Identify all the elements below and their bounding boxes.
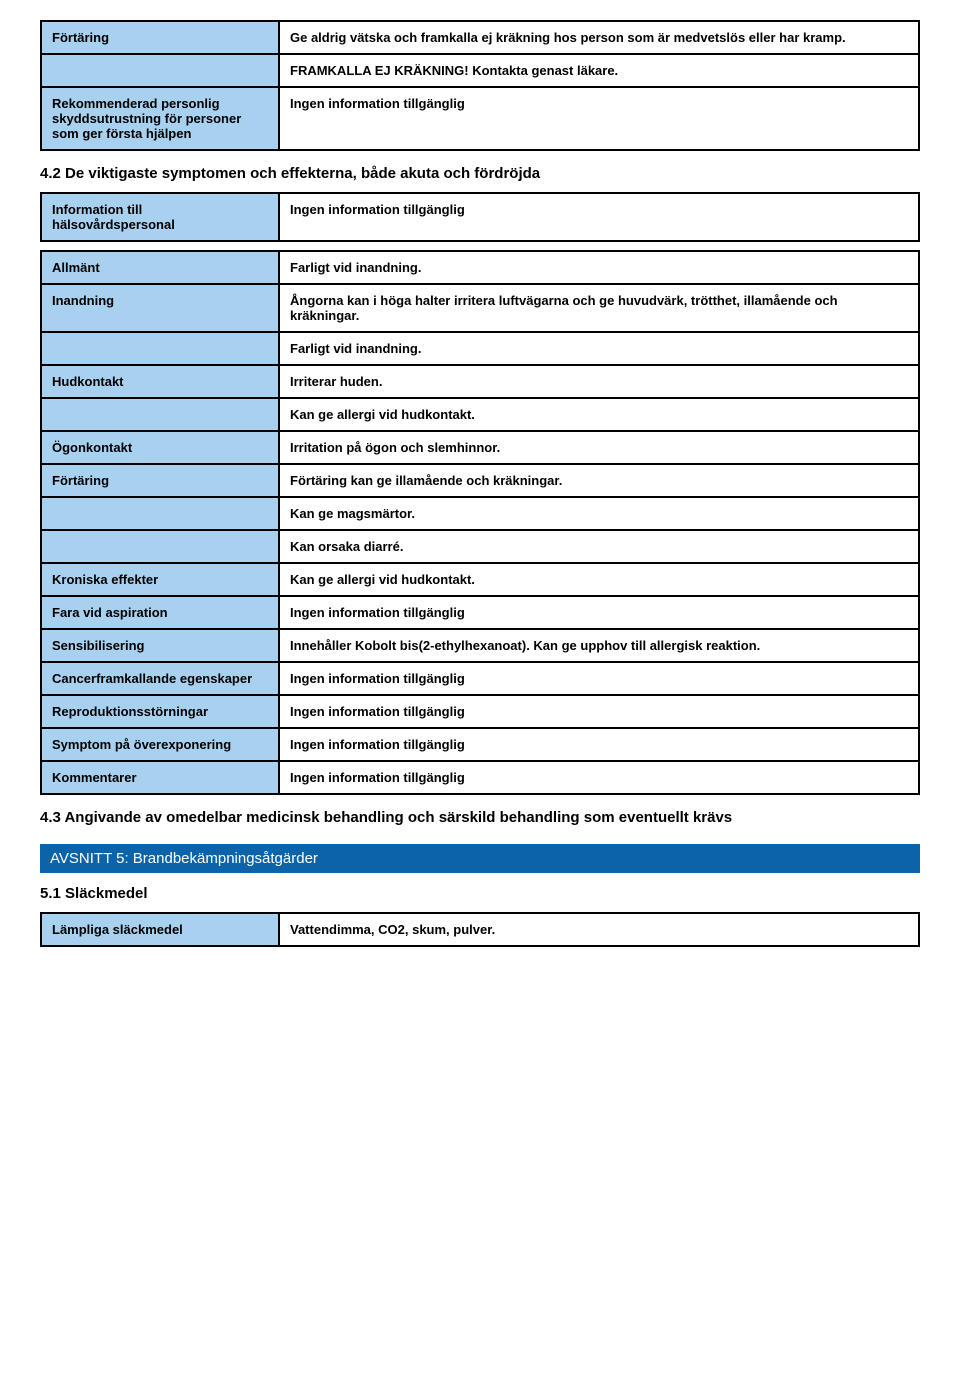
table-row: Kan ge magsmärtor. <box>40 498 920 531</box>
row-value: Förtäring kan ge illamående och kräkning… <box>280 465 920 498</box>
table-row: HudkontaktIrriterar huden. <box>40 366 920 399</box>
table-row: Kan orsaka diarré. <box>40 531 920 564</box>
row-label <box>40 333 280 366</box>
table-row: Rekommenderad personlig skyddsutrustning… <box>40 88 920 151</box>
row-value: Innehåller Kobolt bis(2-ethylhexanoat). … <box>280 630 920 663</box>
table-row: AllmäntFarligt vid inandning. <box>40 250 920 285</box>
table-block-3: AllmäntFarligt vid inandning.InandningÅn… <box>40 250 920 795</box>
table-row: Farligt vid inandning. <box>40 333 920 366</box>
row-label: Information till hälsovårdspersonal <box>40 192 280 242</box>
row-label: Inandning <box>40 285 280 333</box>
table-row: FörtäringFörtäring kan ge illamående och… <box>40 465 920 498</box>
row-label: Symptom på överexponering <box>40 729 280 762</box>
row-value: Vattendimma, CO2, skum, pulver. <box>280 912 920 947</box>
section-bar-avsnitt-5: AVSNITT 5: Brandbekämpningsåtgärder <box>40 844 920 873</box>
row-value: Farligt vid inandning. <box>280 333 920 366</box>
table-row: Kroniska effekterKan ge allergi vid hudk… <box>40 564 920 597</box>
row-value: Irriterar huden. <box>280 366 920 399</box>
row-value: Kan ge allergi vid hudkontakt. <box>280 564 920 597</box>
table-block-1: FörtäringGe aldrig vätska och framkalla … <box>40 20 920 151</box>
table-row: SensibiliseringInnehåller Kobolt bis(2-e… <box>40 630 920 663</box>
row-value: Kan orsaka diarré. <box>280 531 920 564</box>
row-label: Förtäring <box>40 20 280 55</box>
row-value: Ingen information tillgänglig <box>280 696 920 729</box>
table-row: Symptom på överexponeringIngen informati… <box>40 729 920 762</box>
table-block-4: Lämpliga släckmedelVattendimma, CO2, sku… <box>40 912 920 947</box>
row-label: Ögonkontakt <box>40 432 280 465</box>
row-label: Kroniska effekter <box>40 564 280 597</box>
row-value: Ingen information tillgänglig <box>280 192 920 242</box>
row-label: Cancerframkallande egenskaper <box>40 663 280 696</box>
row-value: Ingen information tillgänglig <box>280 729 920 762</box>
heading-5-1: 5.1 Släckmedel <box>40 885 920 902</box>
table-row: Lämpliga släckmedelVattendimma, CO2, sku… <box>40 912 920 947</box>
row-value: Ge aldrig vätska och framkalla ej kräkni… <box>280 20 920 55</box>
row-label: Förtäring <box>40 465 280 498</box>
row-label <box>40 531 280 564</box>
table-row: Fara vid aspirationIngen information til… <box>40 597 920 630</box>
heading-4-3: 4.3 Angivande av omedelbar medicinsk beh… <box>40 809 920 826</box>
table-row: InandningÅngorna kan i höga halter irrit… <box>40 285 920 333</box>
table-block-2: Information till hälsovårdspersonalIngen… <box>40 192 920 242</box>
heading-4-2: 4.2 De viktigaste symptomen och effekter… <box>40 165 920 182</box>
row-label: Fara vid aspiration <box>40 597 280 630</box>
table-row: FörtäringGe aldrig vätska och framkalla … <box>40 20 920 55</box>
row-label: Kommentarer <box>40 762 280 795</box>
row-value: Ingen information tillgänglig <box>280 88 920 151</box>
row-label: Rekommenderad personlig skyddsutrustning… <box>40 88 280 151</box>
row-value: Ångorna kan i höga halter irritera luftv… <box>280 285 920 333</box>
row-label: Lämpliga släckmedel <box>40 912 280 947</box>
table-row: Cancerframkallande egenskaperIngen infor… <box>40 663 920 696</box>
row-label <box>40 55 280 88</box>
row-label: Allmänt <box>40 250 280 285</box>
row-value: Irritation på ögon och slemhinnor. <box>280 432 920 465</box>
row-value: FRAMKALLA EJ KRÄKNING! Kontakta genast l… <box>280 55 920 88</box>
row-value: Ingen information tillgänglig <box>280 597 920 630</box>
table-row: ReproduktionsstörningarIngen information… <box>40 696 920 729</box>
table-row: Kan ge allergi vid hudkontakt. <box>40 399 920 432</box>
row-label <box>40 498 280 531</box>
row-value: Ingen information tillgänglig <box>280 663 920 696</box>
row-label: Hudkontakt <box>40 366 280 399</box>
row-value: Ingen information tillgänglig <box>280 762 920 795</box>
row-label: Sensibilisering <box>40 630 280 663</box>
row-label <box>40 399 280 432</box>
row-value: Kan ge magsmärtor. <box>280 498 920 531</box>
row-value: Kan ge allergi vid hudkontakt. <box>280 399 920 432</box>
row-label: Reproduktionsstörningar <box>40 696 280 729</box>
row-value: Farligt vid inandning. <box>280 250 920 285</box>
table-row: ÖgonkontaktIrritation på ögon och slemhi… <box>40 432 920 465</box>
table-row: KommentarerIngen information tillgänglig <box>40 762 920 795</box>
table-row: FRAMKALLA EJ KRÄKNING! Kontakta genast l… <box>40 55 920 88</box>
table-row: Information till hälsovårdspersonalIngen… <box>40 192 920 242</box>
